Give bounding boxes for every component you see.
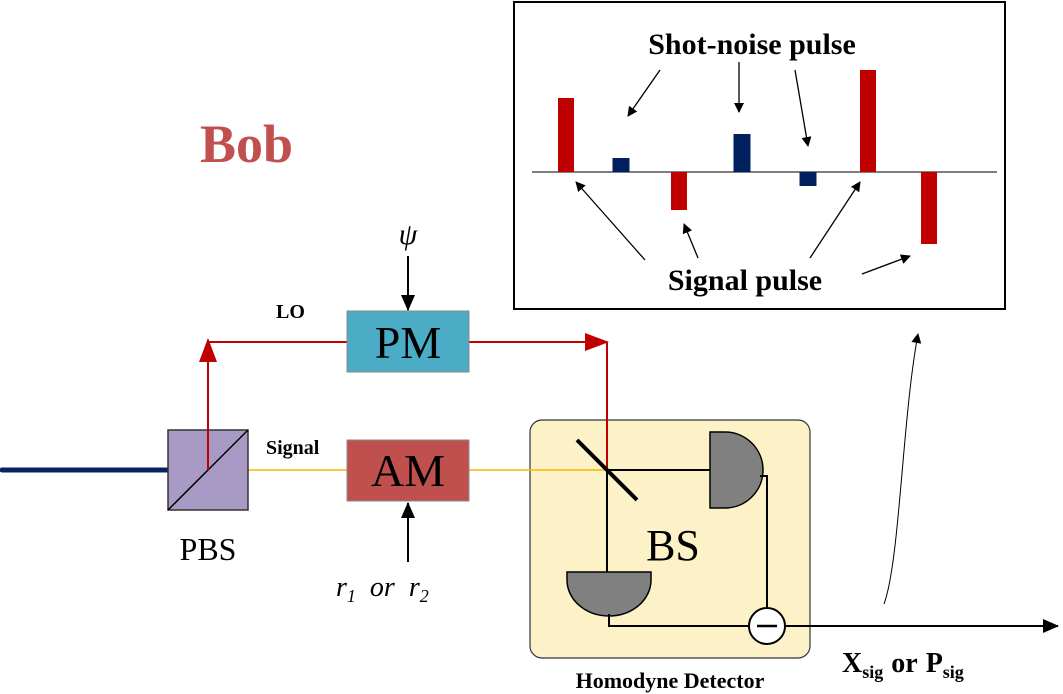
am-box [346, 439, 470, 502]
signal-pulse-bar [558, 98, 574, 172]
signal-label: Signal [266, 437, 320, 459]
shot-noise-pulse-label: Shot-noise pulse [648, 28, 856, 61]
signal-pulse-arrow [861, 254, 911, 275]
psi-label: ψ [399, 218, 419, 251]
photodiode-2 [566, 571, 652, 617]
shot-noise-pulse-bar [799, 172, 817, 186]
pm-label: PM [375, 317, 441, 368]
pbs-label: PBS [180, 531, 237, 567]
signal-pulse-arrow [809, 181, 861, 259]
signal-pulse-label: Signal pulse [668, 264, 822, 297]
pulse-inset-box [513, 1, 1006, 310]
signal-pulse-bar [671, 172, 687, 210]
pd1-wire [760, 475, 768, 626]
signal-pulse-arrow [575, 181, 646, 261]
pulse-series [558, 70, 937, 244]
shot-noise-pulse-bar [612, 158, 630, 172]
curved-arrow-to-inset [883, 333, 922, 605]
am-label: AM [371, 445, 445, 496]
shot-noise-arrow [627, 69, 661, 117]
pd2-wire [608, 614, 748, 627]
bs-label: BS [646, 521, 700, 570]
pm-box [346, 310, 470, 373]
shot-noise-pulse-bar [733, 134, 751, 172]
signal-pulse-bar [921, 172, 937, 244]
lo-label: LO [276, 301, 305, 323]
bob-title: Bob [200, 114, 293, 174]
output-label: Xsig or Psig [842, 648, 964, 682]
signal-pulse-arrow [682, 223, 699, 259]
r-choice-label: r1 or r2 [336, 572, 429, 606]
photodiode-1 [709, 431, 764, 509]
shot-noise-arrow [794, 69, 812, 147]
signal-pulse-bar [860, 70, 876, 172]
homodyne-label: Homodyne Detector [576, 668, 765, 693]
